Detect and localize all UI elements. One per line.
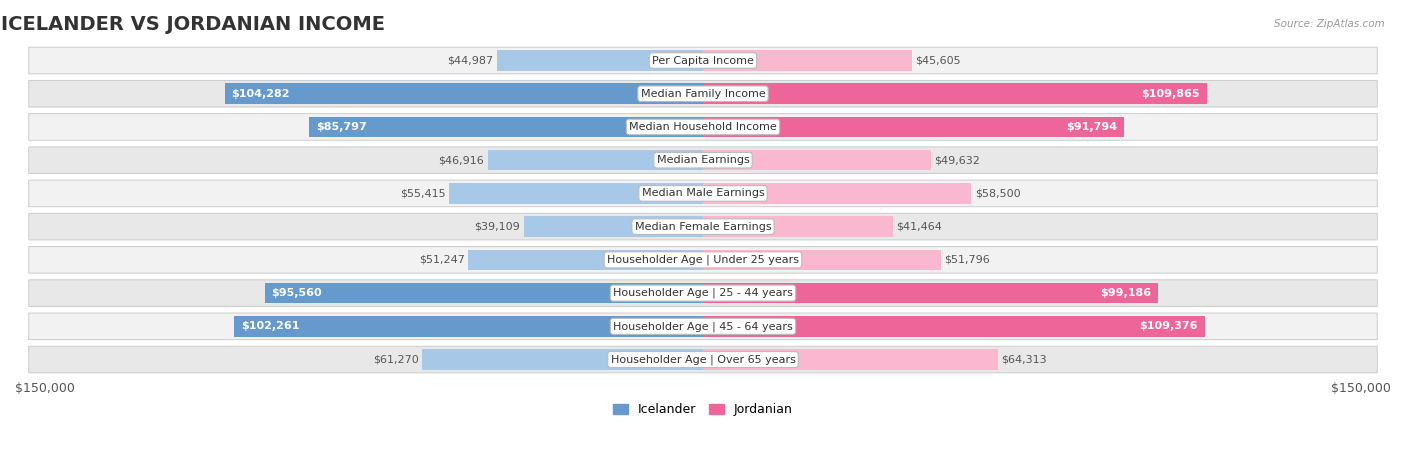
Text: $150,000: $150,000 (15, 382, 75, 395)
Bar (449, 183, 703, 204)
Bar (488, 150, 703, 170)
Bar (523, 216, 703, 237)
Text: Median Family Income: Median Family Income (641, 89, 765, 99)
Text: Median Household Income: Median Household Income (628, 122, 778, 132)
Text: $109,376: $109,376 (1139, 321, 1198, 331)
Text: $102,261: $102,261 (240, 321, 299, 331)
Text: $64,313: $64,313 (1001, 354, 1047, 365)
Bar (422, 349, 703, 370)
Text: Householder Age | 25 - 44 years: Householder Age | 25 - 44 years (613, 288, 793, 298)
Bar (233, 316, 703, 337)
Text: Householder Age | Over 65 years: Householder Age | Over 65 years (610, 354, 796, 365)
Text: $99,186: $99,186 (1099, 288, 1152, 298)
FancyBboxPatch shape (28, 247, 1378, 273)
Bar (703, 283, 1159, 304)
Legend: Icelander, Jordanian: Icelander, Jordanian (609, 398, 797, 421)
Text: $104,282: $104,282 (232, 89, 290, 99)
Text: Householder Age | 45 - 64 years: Householder Age | 45 - 64 years (613, 321, 793, 332)
Text: $85,797: $85,797 (316, 122, 367, 132)
Text: Median Earnings: Median Earnings (657, 155, 749, 165)
Text: $150,000: $150,000 (1331, 382, 1391, 395)
Bar (703, 316, 1205, 337)
Text: $49,632: $49,632 (934, 155, 980, 165)
Text: $58,500: $58,500 (974, 188, 1021, 198)
FancyBboxPatch shape (28, 147, 1378, 173)
FancyBboxPatch shape (28, 47, 1378, 74)
Text: $39,109: $39,109 (474, 222, 520, 232)
Text: $44,987: $44,987 (447, 56, 494, 65)
FancyBboxPatch shape (28, 113, 1378, 140)
Text: ICELANDER VS JORDANIAN INCOME: ICELANDER VS JORDANIAN INCOME (1, 15, 385, 34)
FancyBboxPatch shape (28, 180, 1378, 207)
FancyBboxPatch shape (28, 346, 1378, 373)
Bar (703, 117, 1123, 137)
Bar (703, 150, 931, 170)
Text: $95,560: $95,560 (271, 288, 322, 298)
Bar (703, 50, 912, 71)
Bar (703, 249, 941, 270)
Text: Median Male Earnings: Median Male Earnings (641, 188, 765, 198)
Bar (703, 216, 893, 237)
Bar (703, 183, 972, 204)
Text: $91,794: $91,794 (1066, 122, 1118, 132)
Text: Source: ZipAtlas.com: Source: ZipAtlas.com (1274, 19, 1385, 28)
Text: $109,865: $109,865 (1142, 89, 1201, 99)
Bar (496, 50, 703, 71)
Text: $61,270: $61,270 (373, 354, 419, 365)
FancyBboxPatch shape (28, 313, 1378, 340)
Text: Householder Age | Under 25 years: Householder Age | Under 25 years (607, 255, 799, 265)
Text: $55,415: $55,415 (399, 188, 446, 198)
Text: $51,796: $51,796 (943, 255, 990, 265)
Text: $41,464: $41,464 (897, 222, 942, 232)
FancyBboxPatch shape (28, 280, 1378, 306)
Text: Median Female Earnings: Median Female Earnings (634, 222, 772, 232)
Bar (703, 84, 1206, 104)
Bar (468, 249, 703, 270)
Text: $51,247: $51,247 (419, 255, 464, 265)
Bar (703, 349, 998, 370)
Text: $46,916: $46,916 (439, 155, 485, 165)
Text: $45,605: $45,605 (915, 56, 962, 65)
FancyBboxPatch shape (28, 213, 1378, 240)
Bar (264, 283, 703, 304)
FancyBboxPatch shape (28, 80, 1378, 107)
Bar (225, 84, 703, 104)
Text: Per Capita Income: Per Capita Income (652, 56, 754, 65)
Bar (309, 117, 703, 137)
